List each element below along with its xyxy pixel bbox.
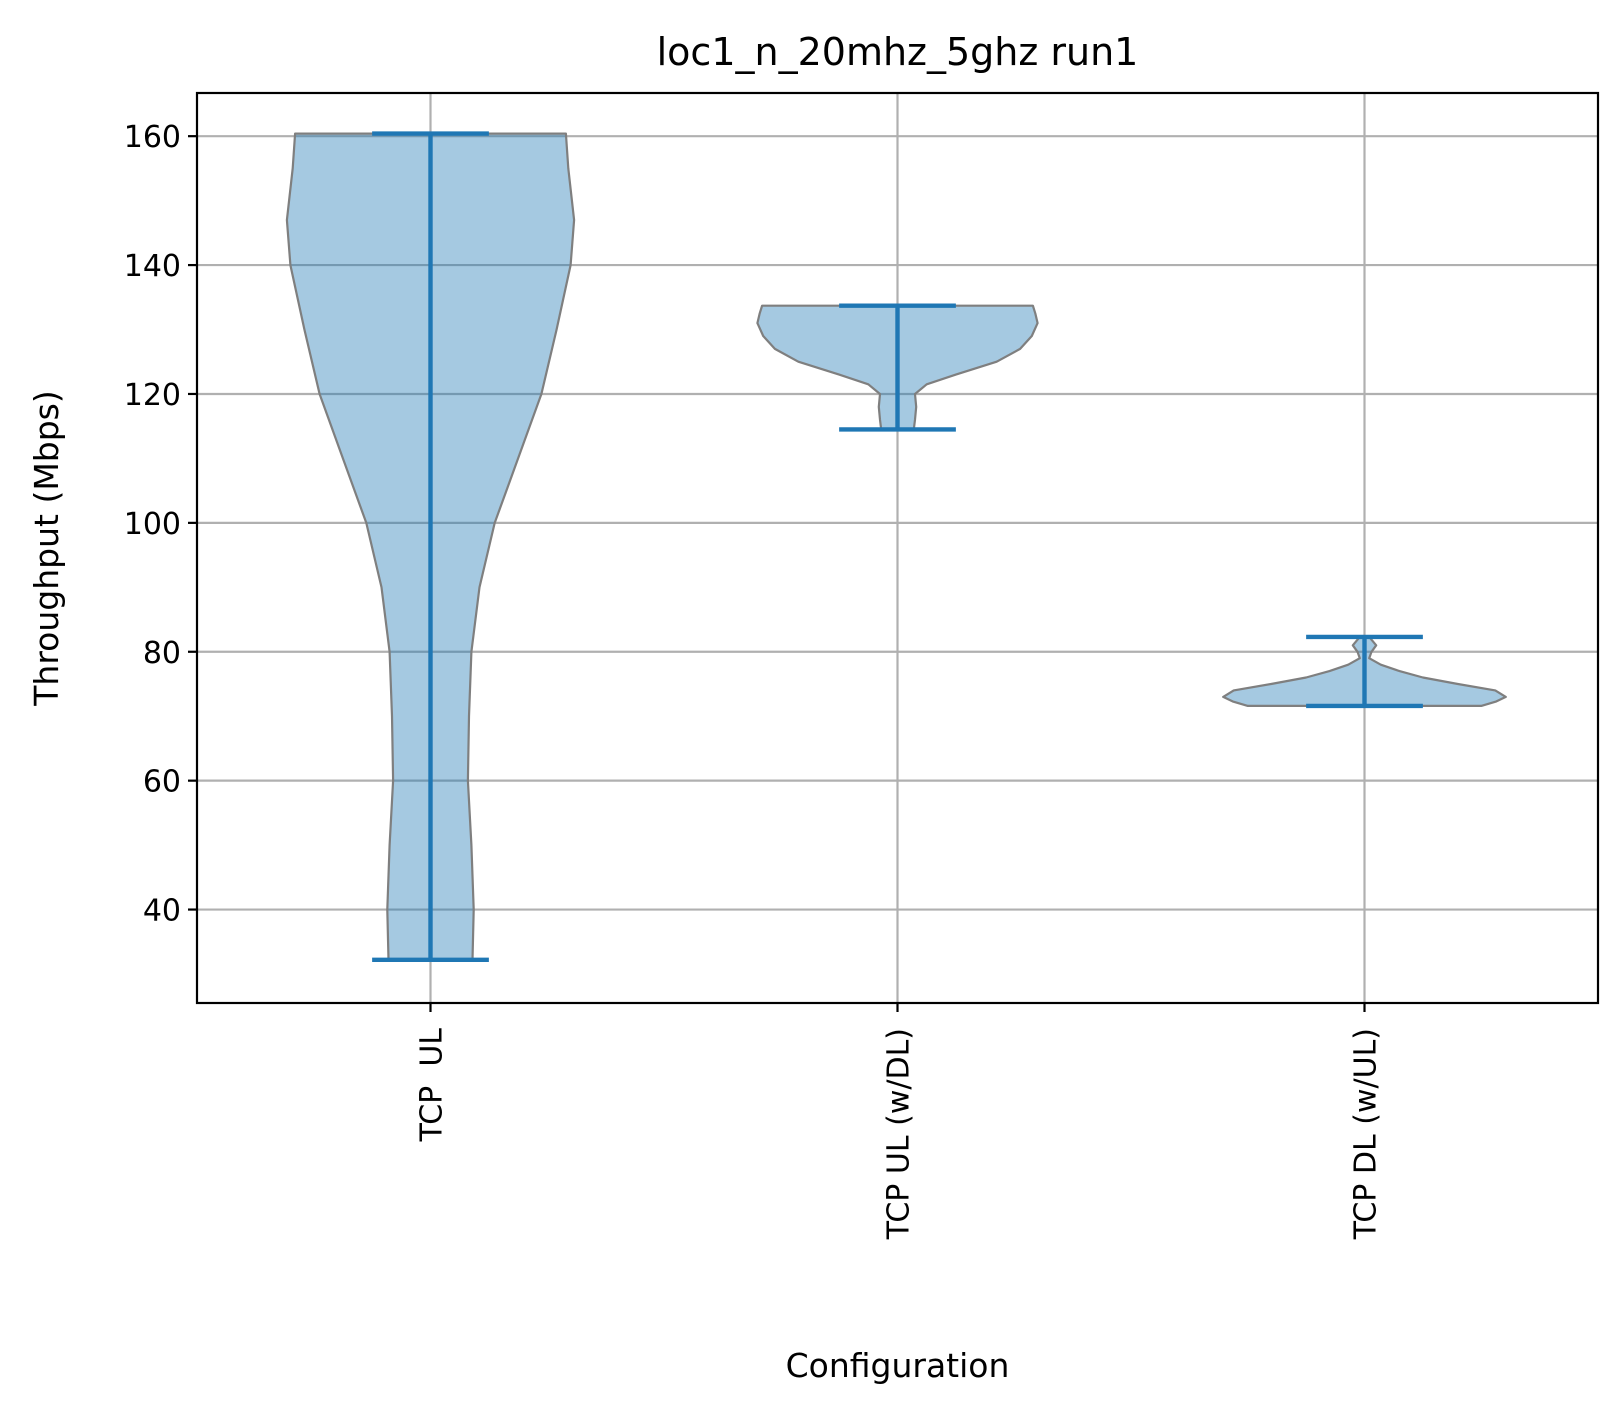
- violin-bodies: [285, 132, 1507, 961]
- x-tick-label: TCP UL (w/DL): [882, 1028, 917, 1240]
- y-axis-label: Throughput (Mbps): [27, 390, 66, 706]
- x-axis-label: Configuration: [786, 1346, 1010, 1385]
- y-tick-label: 120: [124, 378, 181, 413]
- x-tick-label: TCP UL: [415, 1028, 450, 1143]
- y-tick-label: 100: [124, 507, 181, 542]
- chart-title: loc1_n_20mhz_5ghz run1: [657, 30, 1139, 74]
- violin-stat-lines: [372, 131, 1423, 963]
- x-tick-label: TCP DL (w/UL): [1349, 1028, 1384, 1240]
- y-tick-label: 40: [143, 894, 181, 929]
- y-tick-label: 80: [143, 636, 181, 671]
- y-tick-label: 60: [143, 765, 181, 800]
- y-tick-label: 160: [124, 120, 181, 155]
- axes: 40 60 80 100 120 140 160 TCP UL TCP UL (w/DL) TCP…: [124, 120, 1384, 1240]
- y-tick-label: 140: [124, 249, 181, 284]
